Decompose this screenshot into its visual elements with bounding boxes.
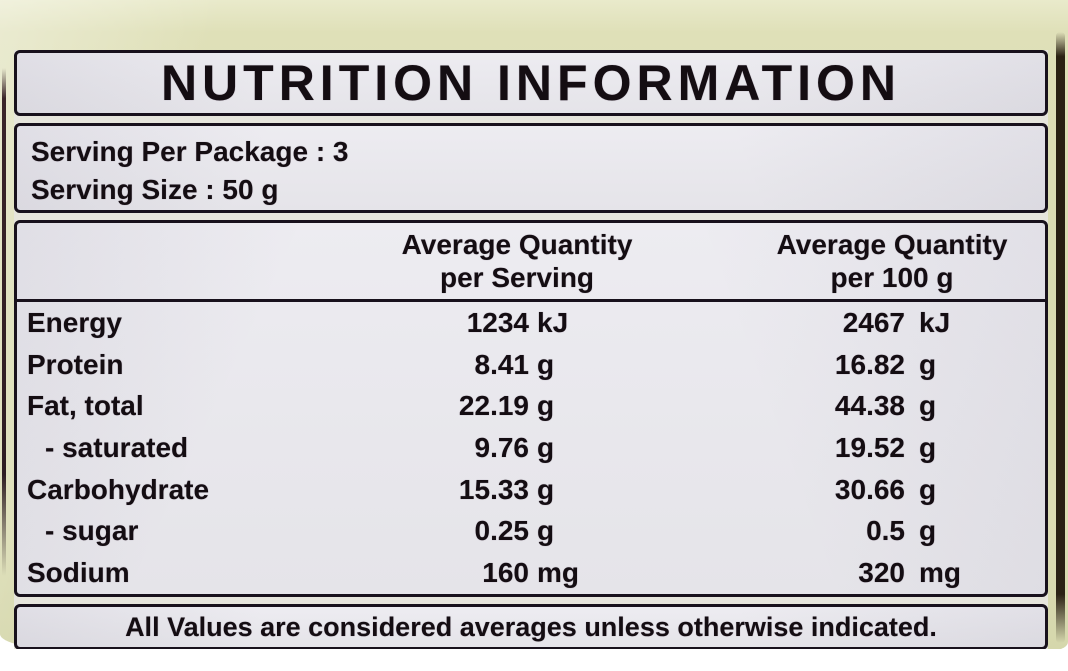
table-row-fat-total: Fat, total 22.19 g 44.38 g [17, 385, 1045, 427]
nutrient-name: Carbohydrate [27, 473, 210, 505]
per-serving-unit: kJ [537, 306, 569, 338]
nutrition-label-title-box: NUTRITION INFORMATION [14, 50, 1048, 116]
footer-note-box: All Values are considered averages unles… [14, 604, 1048, 650]
per-100g-value: 2467 [842, 306, 905, 338]
nutrient-name: Energy [27, 306, 122, 338]
per-serving-value: 1234 [466, 306, 529, 338]
per-serving-unit: g [537, 390, 555, 422]
table-row-saturated: - saturated 9.76 g 19.52 g [17, 427, 1045, 469]
table-row-carbohydrate: Carbohydrate 15.33 g 30.66 g [17, 469, 1045, 511]
table-row-sugar: - sugar 0.25 g 0.5 g [17, 511, 1045, 553]
per-serving-value: 15.33 [458, 473, 529, 505]
per-100g-unit: g [919, 390, 937, 422]
per-100g-value: 0.5 [866, 515, 905, 547]
nutrition-table-box: Average Quantity per Serving Average Qua… [14, 220, 1048, 597]
per-serving-value: 8.41 [474, 348, 530, 380]
table-row-protein: Protein 8.41 g 16.82 g [17, 344, 1045, 386]
per-100g-value: 19.52 [834, 431, 905, 463]
per-serving-unit: g [537, 348, 555, 380]
table-header-row: Average Quantity per Serving Average Qua… [17, 223, 1045, 302]
per-serving-unit: g [537, 473, 555, 505]
package-left-edge-shadow [2, 68, 6, 576]
table-row-sodium: Sodium 160 mg 320 mg [17, 552, 1045, 594]
column-header-per-100g: Average Quantity per 100 g [776, 229, 1008, 293]
per-100g-unit: kJ [919, 306, 951, 338]
photo-bottom-whitespace [0, 649, 1068, 671]
nutrient-name: Sodium [27, 557, 130, 589]
page-title: NUTRITION INFORMATION [160, 55, 902, 111]
table-row-energy: Energy 1234 kJ 2467 kJ [17, 302, 1045, 344]
per-100g-unit: mg [919, 557, 961, 589]
nutrient-name: - saturated [45, 431, 189, 463]
footer-note: All Values are considered averages unles… [125, 611, 937, 642]
per-serving-unit: g [537, 431, 555, 463]
per-serving-value: 22.19 [458, 390, 529, 422]
nutrient-name: Fat, total [27, 390, 144, 422]
per-100g-value: 44.38 [834, 390, 905, 422]
per-serving-value: 160 [482, 557, 529, 589]
per-serving-value: 9.76 [474, 431, 530, 463]
nutrient-rows: Energy 1234 kJ 2467 kJ Protein 8.41 g 16… [17, 302, 1045, 594]
per-100g-unit: g [919, 348, 937, 380]
serving-info-box: Serving Per Package : 3 Serving Size : 5… [14, 123, 1048, 213]
nutrition-label: NUTRITION INFORMATION Serving Per Packag… [14, 50, 1048, 650]
serving-size-text: Serving Size : 50 g [31, 174, 279, 205]
nutrient-name: Protein [27, 348, 124, 380]
per-100g-value: 320 [858, 557, 905, 589]
per-100g-value: 16.82 [834, 348, 905, 380]
per-serving-value: 0.25 [474, 515, 530, 547]
package-right-edge-shadow [1056, 32, 1065, 643]
per-100g-unit: g [919, 515, 937, 547]
per-100g-unit: g [919, 473, 937, 505]
per-100g-unit: g [919, 431, 937, 463]
per-serving-unit: g [537, 515, 555, 547]
nutrient-name: - sugar [45, 515, 139, 547]
servings-per-package-text: Serving Per Package : 3 [31, 136, 349, 167]
per-serving-unit: mg [537, 557, 579, 589]
per-100g-value: 30.66 [834, 473, 905, 505]
column-header-per-serving: Average Quantity per Serving [401, 229, 633, 293]
